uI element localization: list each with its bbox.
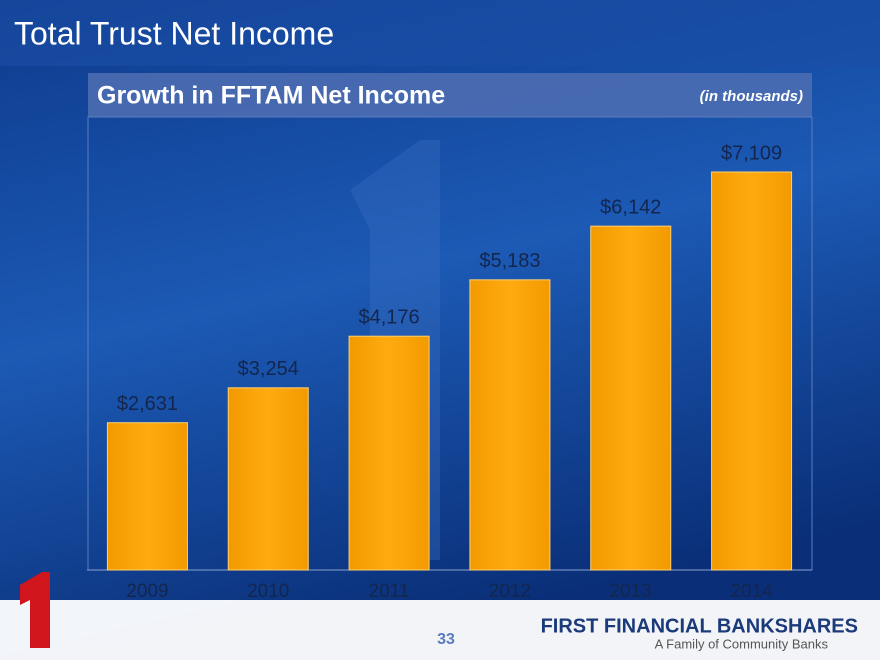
value-label: $6,142	[600, 196, 661, 218]
footer-band	[0, 600, 880, 660]
bar	[469, 279, 551, 571]
x-tick-label: 2011	[369, 581, 410, 602]
logo-tagline: A Family of Community Banks	[655, 636, 829, 651]
page-number: 33	[437, 631, 455, 648]
title-band	[0, 0, 880, 66]
x-tick-label: 2012	[489, 581, 531, 602]
logo-text: FIRST FINANCIAL BANKSHARES	[541, 615, 858, 637]
x-tick-label: 2013	[610, 581, 652, 602]
chart-title: Growth in FFTAM Net Income	[97, 82, 445, 110]
bar	[227, 387, 309, 571]
bar	[348, 335, 430, 571]
x-tick-label: 2009	[126, 581, 168, 602]
value-label: $7,109	[721, 142, 782, 164]
x-tick-label: 2014	[730, 581, 773, 602]
bar	[590, 225, 672, 571]
value-label: $4,176	[358, 306, 419, 328]
x-tick-label: 2010	[247, 581, 289, 602]
plot: $2,631 2009 $3,254 2010 $4,176 2011 $5,183 2012…	[87, 142, 812, 602]
value-label: $2,631	[117, 393, 178, 415]
value-label: $5,183	[479, 250, 540, 272]
value-label: $3,254	[238, 358, 299, 380]
slide-title: Total Trust Net Income	[14, 15, 334, 51]
chart-header	[88, 73, 812, 117]
bar	[106, 422, 188, 571]
chart-subtitle: (in thousands)	[700, 88, 803, 105]
logo-mark	[20, 572, 50, 648]
bar	[711, 171, 793, 571]
